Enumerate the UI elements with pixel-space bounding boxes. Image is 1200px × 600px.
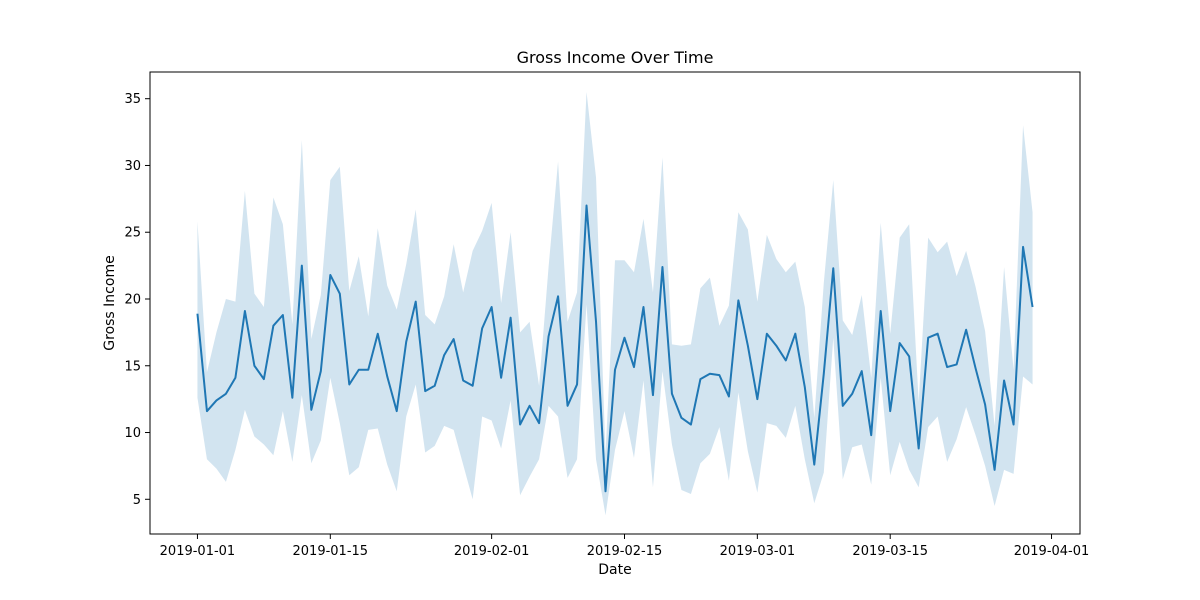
- series-line-layer: [196, 204, 1034, 493]
- y-tick-label: 15: [124, 359, 141, 374]
- x-tick-label: 2019-02-15: [587, 544, 663, 559]
- y-axis: 5 10 15 20 25 30 35: [124, 92, 150, 508]
- y-tick-label: 30: [124, 159, 141, 174]
- x-axis: 2019-01-01 2019-01-15 2019-02-01 2019-02-15…: [160, 534, 1090, 559]
- series-line: [196, 204, 1034, 493]
- y-tick-label: 25: [124, 226, 141, 241]
- confidence-band: [197, 92, 1033, 516]
- x-tick-label: 2019-02-01: [454, 544, 530, 559]
- x-axis-label: Date: [598, 562, 631, 578]
- y-tick-label: 5: [133, 493, 141, 508]
- x-tick-label: 2019-04-01: [1014, 544, 1090, 559]
- x-tick-label: 2019-01-01: [160, 544, 236, 559]
- y-tick-label: 10: [124, 426, 141, 441]
- confidence-band-layer: [197, 92, 1033, 516]
- x-tick-label: 2019-01-15: [293, 544, 369, 559]
- y-axis-label: Gross Income: [102, 255, 118, 350]
- y-tick-label: 35: [124, 92, 141, 107]
- x-tick-label: 2019-03-01: [720, 544, 796, 559]
- chart-title: Gross Income Over Time: [517, 48, 714, 67]
- plot-frame: [149, 71, 1081, 535]
- x-tick-label: 2019-03-15: [852, 544, 928, 559]
- y-tick-label: 20: [124, 292, 141, 307]
